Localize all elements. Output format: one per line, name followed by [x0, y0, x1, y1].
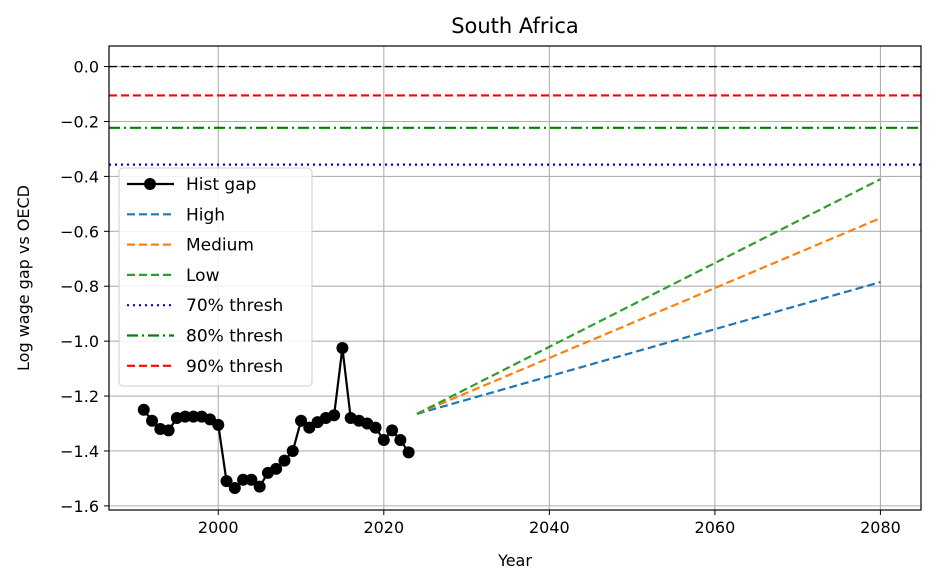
legend-label: Medium	[186, 236, 254, 256]
x-axis-title: Year	[497, 551, 532, 570]
y-tick-label: −0.2	[60, 113, 99, 132]
data-point	[295, 414, 308, 427]
plot-frame	[108, 45, 922, 511]
data-point	[270, 462, 283, 475]
data-point	[137, 403, 150, 416]
chart-title: South Africa	[451, 14, 579, 38]
data-point	[220, 475, 233, 488]
series-line	[416, 178, 881, 415]
legend-label: Hist gap	[186, 175, 256, 195]
data-point	[386, 424, 399, 437]
x-tick-label: 2040	[529, 518, 570, 537]
series-line	[416, 217, 881, 415]
legend-label: Low	[186, 266, 220, 286]
legend-label: 70% thresh	[186, 296, 283, 316]
x-tick-label: 2000	[198, 518, 239, 537]
axis-ticks: 2000 2020 2040 2060 2080 0.0 −0.2 −0.4 −0.6 −0.8 −…	[60, 58, 901, 537]
data-point	[402, 446, 415, 459]
y-tick-label: −1.2	[60, 387, 99, 406]
y-tick-label: −0.6	[60, 222, 99, 241]
data-point	[237, 473, 250, 486]
data-point	[286, 444, 299, 457]
data-point	[336, 342, 349, 355]
legend-marker	[144, 178, 156, 190]
data-point	[278, 454, 291, 467]
x-tick-label: 2020	[363, 518, 404, 537]
data-point	[328, 409, 341, 422]
threshold-lines	[109, 65, 921, 166]
data-point	[187, 410, 200, 423]
data-point	[369, 421, 382, 434]
data-point	[179, 410, 192, 423]
data-point	[394, 433, 407, 446]
data-point	[245, 473, 258, 486]
series-lines	[137, 178, 881, 495]
legend-label: 90% thresh	[186, 357, 283, 377]
y-tick-label: −0.4	[60, 167, 99, 186]
legend: Hist gap High Medium Low 70% thresh 80% thres…	[118, 167, 313, 387]
data-point	[228, 482, 241, 495]
y-tick-label: −0.8	[60, 277, 99, 296]
x-tick-label: 2080	[860, 518, 901, 537]
data-point	[146, 414, 159, 427]
data-point	[377, 433, 390, 446]
y-tick-label: −1.6	[60, 497, 99, 516]
y-tick-label: −1.4	[60, 442, 99, 461]
series-line	[416, 281, 881, 415]
data-point	[162, 424, 175, 437]
y-tick-label: 0.0	[74, 58, 99, 77]
data-point	[212, 418, 225, 431]
legend-label: High	[186, 205, 225, 225]
y-tick-label: −1.0	[60, 332, 99, 351]
y-axis-title: Log wage gap vs OECD	[14, 185, 33, 371]
data-point	[253, 480, 266, 493]
legend-box	[118, 167, 313, 387]
x-tick-label: 2060	[695, 518, 736, 537]
legend-label: 80% thresh	[186, 327, 283, 347]
